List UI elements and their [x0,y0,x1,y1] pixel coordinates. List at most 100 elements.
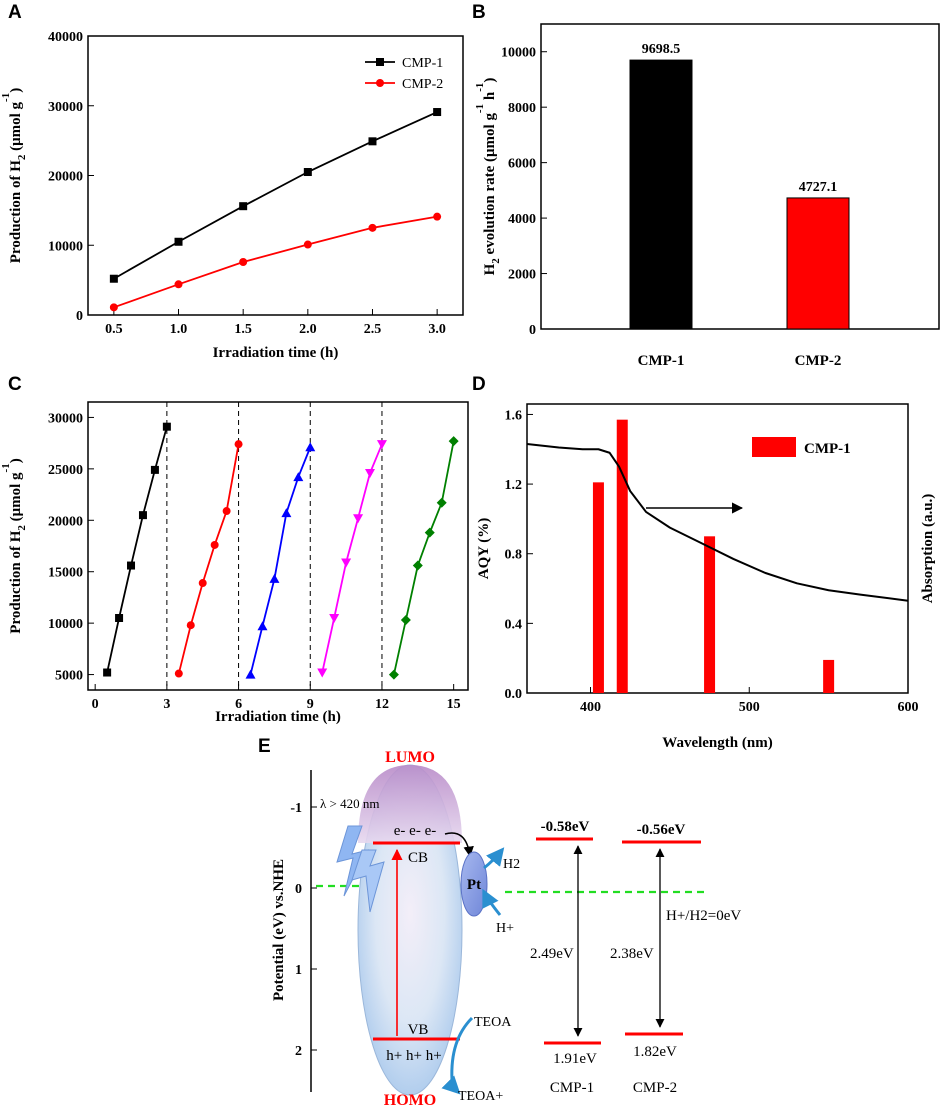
y-tick-label: 10000 [48,239,83,254]
data-point [109,303,118,312]
y-tick-label: 40000 [48,30,83,45]
cmp1-cb-value: -0.58eV [541,819,590,835]
homo-label: HOMO [384,1092,436,1108]
legend-label: CMP-2 [402,77,443,92]
y-tick-label: 0 [76,309,83,324]
teoa-plus-label: TEOA+ [458,1089,503,1104]
h2-arrow [483,847,505,870]
y-tick-label: 10000 [501,46,536,61]
data-point [269,573,280,583]
cmp2-name: CMP-2 [633,1080,677,1096]
y-tick-label: 8000 [508,101,536,116]
data-point [368,223,377,232]
text: Production of H2 (μmol g-1) [0,88,28,263]
data-point [234,440,243,449]
data-point [186,621,195,630]
y-tick-label: 6000 [508,157,536,172]
y-tick-label: 30000 [48,100,83,115]
y-axis-label-right: Absorption (a.u.) [920,494,936,604]
data-point [433,108,442,117]
x-tick-label: 12 [375,697,389,712]
data-point [150,465,159,474]
data-point [303,240,312,249]
aqy-bar [592,482,604,693]
cmp2-vb-value: 1.82eV [633,1044,677,1060]
potential-tick-label: 1 [295,963,302,978]
y-tick-label: 5000 [55,669,83,684]
x-tick-label: 6 [235,697,242,712]
series-line [177,444,240,674]
chart-d-aqy-absorption: 400 500 600 0.0 0.4 0.8 1.2 1.6 CMP-1 Wavelength … [476,403,936,751]
x-tick-label: 2.0 [299,322,317,337]
y-tick-label: 2000 [508,268,536,283]
bar-value-label: 9698.5 [642,42,681,57]
x-tick-label: 500 [739,700,760,715]
data-point [436,497,447,508]
y-tick-label: 20000 [48,170,83,185]
text: H2 evolution rate (μmol g-1 h-1) [474,78,502,276]
potential-tick-label: -1 [290,801,302,816]
y-tick-label: 1.6 [505,408,523,423]
data-point [400,615,411,626]
y-tick-label: 30000 [48,411,83,426]
chart-b-evolution-rate: 0 2000 4000 6000 8000 10000 9698.5 CMP-1 4727.1 C… [474,23,940,369]
x-tick-label: 15 [447,697,461,712]
y-tick-label: 4000 [508,212,536,227]
chart-a-production-vs-time: 0.5 1.0 1.5 2.0 2.5 3.0 0 10000 20000 30000 40000 I… [0,30,464,361]
y-tick-label: 10000 [48,617,83,632]
x-tick-label: 0.5 [105,322,123,337]
panel-letter-e: E [258,736,271,757]
y-axis-label: AQY (%) [476,518,492,580]
data-point [162,422,171,431]
y-tick-label: 0.0 [505,687,523,702]
chart-c-cycling-stability: 0 3 6 9 12 15 5000 10000 15000 20000 25000 30000 Irr… [0,401,469,725]
legend-marker [376,79,384,87]
x-axis-label: Irradiation time (h) [213,345,339,361]
legend-label: CMP-1 [804,441,851,457]
y-tick-label: 25000 [48,463,83,478]
data-point [115,614,124,622]
legend-marker [376,58,384,66]
cb-label: CB [408,850,428,866]
data-point [424,527,435,538]
h2-label: H2 [503,857,520,872]
x-tick-label: 3.0 [428,322,446,337]
x-tick-label: 1.0 [170,322,188,337]
absorption-curve [526,443,909,602]
data-point [138,511,147,520]
y-tick-label: 0.4 [505,617,523,632]
aqy-bar [823,659,835,693]
data-point [239,202,248,211]
light-label: λ > 420 nm [320,796,380,811]
series-line [249,446,312,675]
cmp1-gap-value: 2.49eV [530,946,574,962]
data-point [412,560,423,571]
panel-letter-c: C [8,374,22,395]
data-point [245,669,256,679]
data-point [293,472,304,482]
panel-letter-b: B [472,2,486,23]
x-tick-label: 0 [92,697,99,712]
x-tick-label: 2.5 [364,322,382,337]
data-point [198,579,207,588]
y-tick-label: 15000 [48,566,83,581]
band-diagram: -1 0 1 2 Potential (eV) vs.NHE LUMO HOMO… [271,749,741,1108]
data-point [353,514,364,524]
legend-swatch [752,437,796,457]
x-category-label: CMP-2 [795,353,842,369]
ref-line-label: H+/H2=0eV [666,908,741,924]
data-point [174,280,183,289]
vb-label: VB [408,1022,429,1038]
series-line [113,215,438,309]
y-tick-label: 1.2 [505,478,523,493]
cmp2-cb-value: -0.56eV [637,822,686,838]
hplus-arrow [482,888,502,916]
data-point [303,168,312,177]
x-axis-label: Wavelength (nm) [662,735,772,751]
x-category-label: CMP-1 [638,353,685,369]
teoa-label: TEOA [474,1015,512,1030]
data-point [109,274,118,283]
bar-value-label: 4727.1 [799,180,838,195]
series-line [321,443,383,673]
